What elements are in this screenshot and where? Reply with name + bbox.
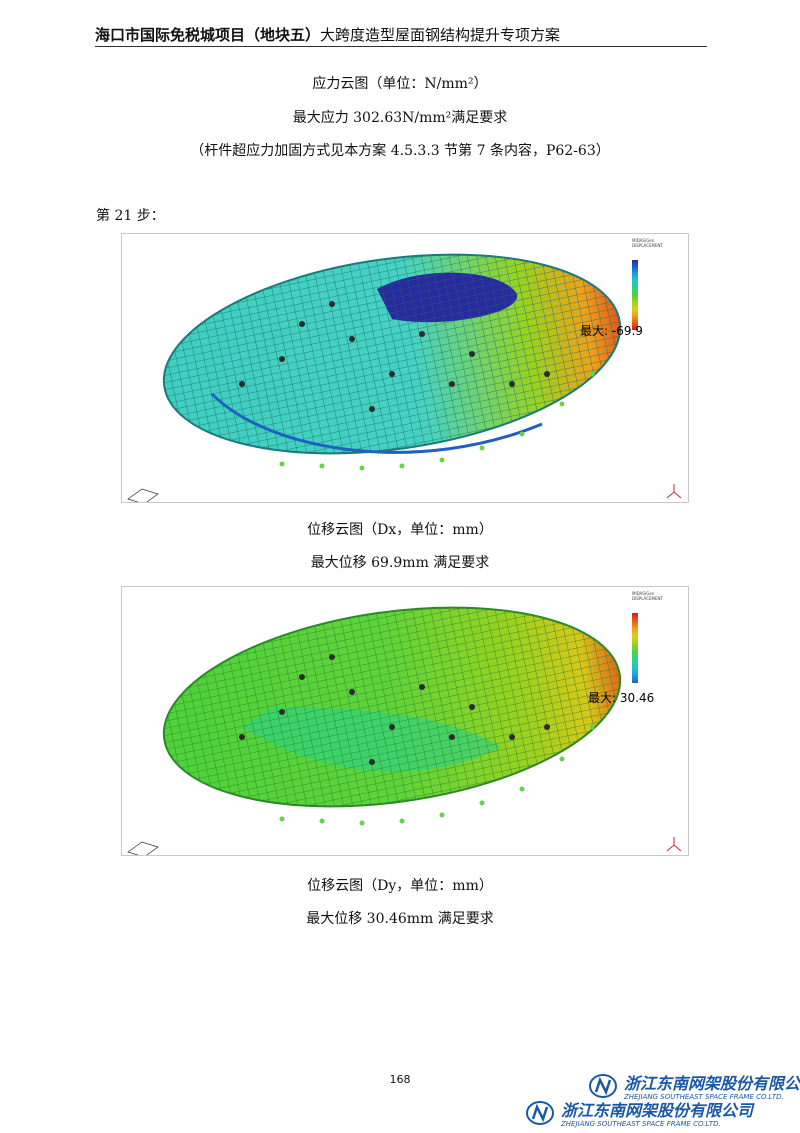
company-name-cn: 浙江东南网架股份有限公司	[624, 1074, 800, 1093]
company-logo-icon	[525, 1101, 555, 1129]
header-project-title: 海口市国际免税城项目（地块五）	[95, 26, 321, 44]
dx-displacement-figure: MIDAS/Gen DISPLACEMENT 最大: -69.9	[121, 233, 689, 503]
page-number: 168	[389, 1073, 411, 1086]
company-name-en: ZHEJIANG SOUTHEAST SPACE FRAME CO.LTD.	[561, 1120, 721, 1128]
company-logo-bottom: 浙江东南网架股份有限公司 ZHEJIANG SOUTHEAST SPACE FR…	[525, 1101, 753, 1129]
axis-triad-icon	[666, 484, 682, 499]
running-header: 海口市国际免税城项目（地块五）大跨度造型屋面钢结构提升专项方案	[95, 24, 707, 47]
roof-model-render-dy	[127, 587, 633, 855]
company-logo-icon	[588, 1074, 618, 1102]
axis-triad-icon	[666, 837, 682, 852]
dx-legend-bar	[632, 260, 638, 330]
header-scheme-title: 大跨度造型屋面钢结构提升专项方案	[320, 26, 561, 44]
reinforcement-note: （杆件超应力加固方式见本方案 4.5.3.3 节第 7 条内容，P62-63）	[190, 143, 610, 159]
company-logo-top: 浙江东南网架股份有限公司 ZHEJIANG SOUTHEAST SPACE FR…	[588, 1074, 800, 1102]
dx-result: 最大位移 69.9mm 满足要求	[310, 555, 490, 571]
dy-legend-bar	[632, 613, 638, 683]
dy-displacement-figure: MIDAS/Gen DISPLACEMENT 最大: 30.46	[121, 586, 689, 856]
dy-caption: 位移云图（Dy，单位：mm）	[307, 878, 493, 894]
dy-color-legend: MIDAS/Gen DISPLACEMENT	[632, 591, 684, 685]
dx-max-label: 最大: -69.9	[580, 324, 643, 338]
company-name-en: ZHEJIANG SOUTHEAST SPACE FRAME CO.LTD.	[624, 1093, 784, 1101]
dy-max-label: 最大: 30.46	[588, 691, 655, 705]
stress-contour-caption: 应力云图（单位：N/mm²）	[312, 76, 488, 92]
dy-result: 最大位移 30.46mm 满足要求	[306, 911, 494, 927]
max-stress-result: 最大应力 302.63N/mm²满足要求	[292, 110, 508, 126]
dx-caption: 位移云图（Dx，单位：mm）	[307, 522, 493, 538]
roof-model-render-dx	[127, 234, 633, 502]
company-name-cn: 浙江东南网架股份有限公司	[561, 1101, 754, 1120]
step-label: 第 21 步：	[96, 208, 165, 224]
dx-color-legend: MIDAS/Gen DISPLACEMENT	[632, 238, 684, 332]
